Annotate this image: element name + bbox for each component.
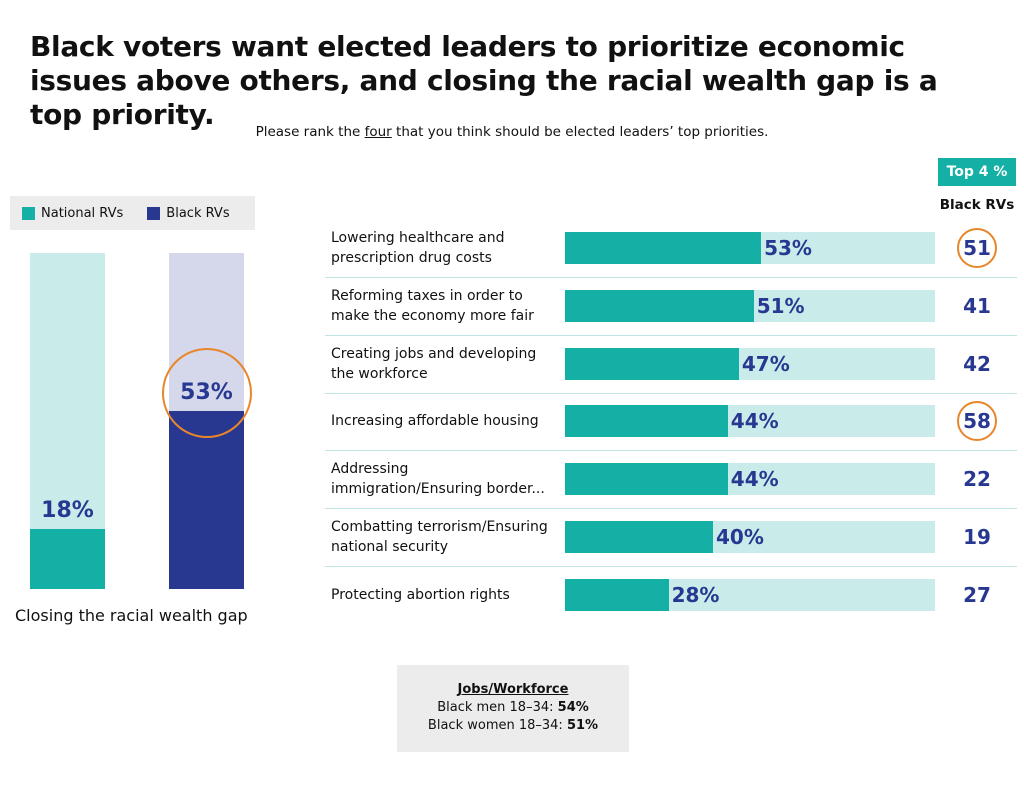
bar (169, 410, 244, 589)
row-label: Lowering healthcare and prescription dru… (331, 230, 505, 266)
row-separator (325, 334, 1017, 336)
highlight-circle (957, 401, 997, 442)
note-title: Jobs/Workforce (457, 682, 569, 697)
bar (565, 347, 739, 380)
value-label: 51% (756, 293, 805, 318)
category-label: Closing the racial wealth gap (15, 606, 248, 625)
bar (565, 521, 713, 553)
subtitle: Please rank the four that you think shou… (0, 124, 1024, 140)
row-separator (325, 392, 1017, 394)
bar (565, 463, 728, 496)
legend-label: National RVs (41, 205, 124, 221)
note-line: Black men 18–34: 54% (397, 699, 629, 717)
bar (565, 405, 728, 438)
row-label: Combatting terrorism/Ensuring national s… (331, 519, 548, 555)
title: Black voters want elected leaders to pri… (30, 30, 938, 131)
row-separator (325, 508, 1017, 510)
row-label: Protecting abortion rights (331, 586, 510, 603)
legend: National RVs Black RVs (10, 196, 255, 230)
side-value: 27 (963, 582, 991, 607)
legend-item: National RVs (22, 206, 123, 221)
legend-swatch (147, 206, 161, 220)
note-label: Black women 18–34: (427, 718, 563, 733)
row-label: Addressing immigration/Ensuring border..… (331, 461, 545, 498)
column-subheader: Black RVs (939, 197, 1015, 213)
bar-track (30, 253, 105, 589)
row-separator (325, 450, 1017, 452)
row-separator (325, 276, 1017, 278)
note-label: Black men 18–34: (437, 700, 554, 715)
note-value: 54% (557, 700, 589, 715)
subtitle-text: that you think should be elected leaders… (396, 124, 769, 140)
highlight-circle (161, 347, 252, 438)
subtitle-emphasis: four (364, 124, 392, 140)
value-label: 18% (41, 497, 94, 523)
side-value: 42 (963, 351, 991, 376)
value-label: 40% (716, 525, 764, 549)
column-header: Top 4 % (938, 158, 1016, 186)
row-label: Reforming taxes in order to make the eco… (331, 287, 534, 324)
note-line: Black women 18–34: 51% (397, 717, 629, 735)
side-value: 19 (963, 525, 991, 549)
note-box: Jobs/Workforce Black men 18–34: 54% Blac… (397, 665, 629, 752)
side-value: 22 (963, 467, 991, 492)
value-label: 28% (671, 582, 720, 607)
note-value: 51% (566, 718, 599, 733)
value-label: 53% (764, 236, 812, 260)
row-separator (325, 565, 1017, 567)
bar (565, 578, 669, 611)
legend-swatch (22, 206, 35, 220)
legend-label: Black RVs (166, 205, 230, 221)
subtitle-text: Please rank the (255, 124, 361, 140)
value-label: 44% (730, 409, 779, 434)
row-label: Increasing affordable housing (331, 413, 539, 430)
value-label: 44% (730, 467, 779, 492)
bar (565, 289, 754, 322)
highlight-circle (957, 228, 997, 268)
row-label: Creating jobs and developing the workfor… (331, 345, 537, 382)
value-label: 47% (741, 351, 790, 376)
side-value: 41 (963, 293, 991, 318)
bar (30, 528, 105, 589)
legend-item: Black RVs (147, 205, 230, 221)
bar (565, 232, 762, 264)
